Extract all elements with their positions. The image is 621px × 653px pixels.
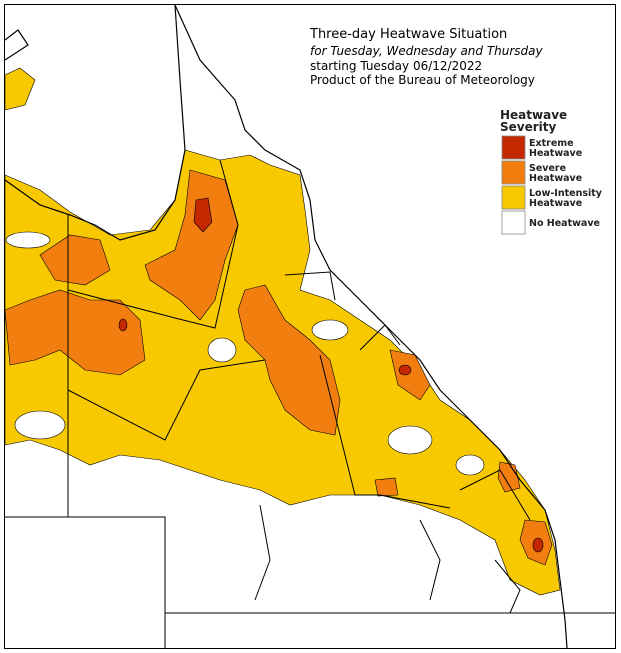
no-heatwave-zone (455, 454, 485, 476)
legend-label: Severe (529, 163, 566, 174)
subtitle: for Tuesday, Wednesday and Thursday (310, 44, 544, 58)
severe-zone (389, 349, 431, 401)
legend-swatch (501, 210, 526, 235)
coastline (4, 29, 29, 61)
district-border (359, 324, 401, 351)
district-border (319, 354, 451, 509)
legend-label: Heatwave (529, 173, 582, 184)
extreme-zone (118, 318, 128, 332)
legend-swatch (501, 135, 526, 160)
legend-swatch (501, 185, 526, 210)
no-heatwave-zone (14, 410, 66, 440)
district-border (284, 271, 336, 301)
coastline (4, 4, 186, 241)
no-heatwave-zone (311, 319, 349, 341)
legend-swatch (501, 160, 526, 185)
credit: Product of the Bureau of Meteorology (310, 73, 535, 87)
no-heatwave-zone (207, 337, 237, 363)
legend-label: Heatwave (529, 198, 582, 209)
legend: HeatwaveSeverityExtremeHeatwaveSevereHea… (500, 108, 603, 235)
low-intensity-zone (4, 67, 36, 111)
severe-zone (4, 289, 146, 376)
severe-zone (237, 284, 341, 436)
legend-label: Heatwave (529, 148, 582, 159)
severe-zone (39, 234, 111, 286)
district-border (459, 469, 531, 521)
legend-label: Low-Intensity (529, 188, 603, 199)
legend-label: No Heatwave (529, 218, 600, 229)
extreme-zone (398, 364, 412, 376)
legend-title: Severity (500, 120, 557, 134)
district-border (67, 159, 239, 329)
no-heatwave-zone (387, 425, 433, 455)
start-date: starting Tuesday 06/12/2022 (310, 59, 482, 73)
coastline (174, 4, 568, 649)
district-border (494, 559, 521, 614)
district-border (254, 504, 271, 601)
title: Three-day Heatwave Situation (309, 27, 507, 42)
severe-zone (374, 477, 399, 497)
legend-title: Heatwave (500, 108, 567, 122)
extreme-zone (532, 537, 544, 553)
no-heatwave-zone (5, 231, 51, 249)
map-zones (4, 67, 561, 596)
extreme-zone (193, 197, 213, 233)
state-border (5, 516, 166, 648)
district-border (67, 359, 266, 441)
district-border (419, 519, 441, 601)
borders (5, 159, 615, 648)
legend-label: Extreme (529, 138, 574, 149)
